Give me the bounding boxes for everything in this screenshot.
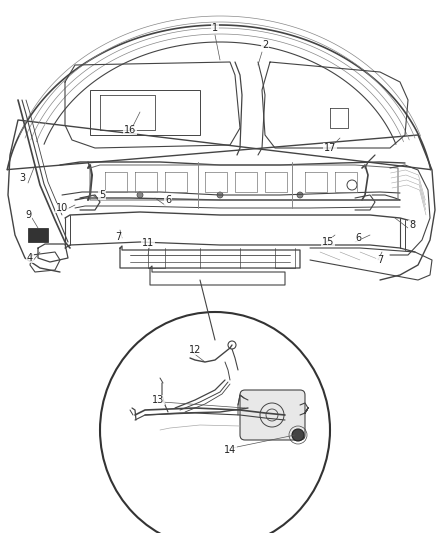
Bar: [28, 228, 48, 242]
FancyBboxPatch shape: [240, 390, 305, 440]
Text: 6: 6: [165, 195, 171, 205]
Text: 6: 6: [355, 233, 361, 243]
Text: 1: 1: [212, 23, 218, 33]
Circle shape: [137, 192, 143, 198]
Text: 11: 11: [142, 238, 154, 248]
Text: 7: 7: [115, 232, 121, 242]
Text: 4: 4: [27, 253, 33, 263]
Text: 9: 9: [25, 210, 31, 220]
Text: 15: 15: [322, 237, 334, 247]
Text: 12: 12: [189, 345, 201, 355]
Text: 3: 3: [19, 173, 25, 183]
Text: 8: 8: [409, 220, 415, 230]
Text: 7: 7: [377, 255, 383, 265]
Text: 14: 14: [224, 445, 236, 455]
Text: 5: 5: [99, 190, 105, 200]
Text: 13: 13: [152, 395, 164, 405]
Text: 10: 10: [56, 203, 68, 213]
Text: 2: 2: [262, 40, 268, 50]
Circle shape: [217, 192, 223, 198]
Circle shape: [292, 429, 304, 441]
Text: 17: 17: [324, 143, 336, 153]
Circle shape: [297, 192, 303, 198]
Text: 16: 16: [124, 125, 136, 135]
